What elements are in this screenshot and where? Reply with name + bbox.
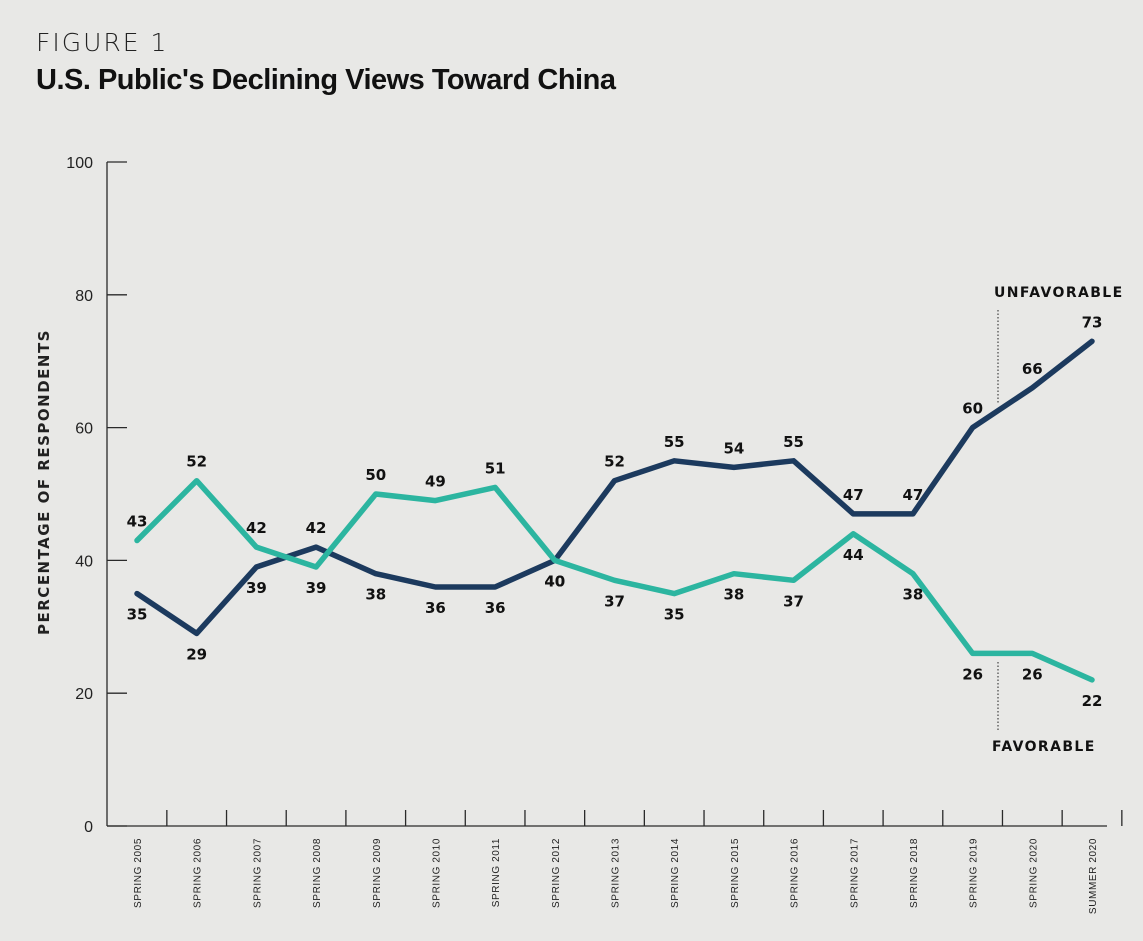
x-tick-label: SPRING 2013: [611, 838, 622, 908]
x-tick-label: SUMMER 2020: [1088, 838, 1099, 914]
chart-title: U.S. Public's Declining Views Toward Chi…: [36, 64, 616, 96]
favorable-data-label: 40: [544, 572, 565, 590]
figure-label: FIGURE 1: [36, 28, 169, 57]
x-tick-label: SPRING 2014: [670, 838, 681, 908]
x-tick-label: SPRING 2015: [730, 838, 741, 908]
y-tick-label: 40: [75, 553, 93, 570]
unfavorable-data-label: 47: [843, 486, 864, 504]
favorable-data-label: 26: [962, 665, 983, 683]
favorable-data-label: 26: [1022, 665, 1043, 683]
x-tick-label: SPRING 2009: [372, 838, 383, 908]
y-tick-label: 80: [75, 288, 93, 305]
unfavorable-data-label: 39: [246, 579, 267, 597]
y-tick-label: 20: [75, 686, 93, 703]
axes: 0 20 40 60 80 100 PERCENTAGE OF RESPONDENTS SPR…: [35, 155, 1123, 914]
y-tick-label: 60: [75, 421, 93, 438]
unfavorable-data-label: 38: [365, 586, 386, 604]
unfavorable-series-label: UNFAVORABLE: [994, 285, 1124, 301]
x-tick-label: SPRING 2010: [431, 838, 442, 908]
unfavorable-data-label: 42: [306, 519, 327, 537]
x-tick-label: SPRING 2019: [969, 838, 980, 908]
unfavorable-data-label: 35: [127, 606, 148, 624]
favorable-data-label: 51: [485, 459, 506, 477]
unfavorable-data-label: 52: [604, 453, 625, 471]
favorable-data-label: 43: [127, 512, 148, 530]
favorable-data-label: 44: [843, 546, 864, 564]
unfavorable-data-label: 47: [903, 486, 924, 504]
unfavorable-data-label: 55: [664, 433, 685, 451]
favorable-data-label: 50: [365, 466, 386, 484]
unfavorable-line: [134, 338, 1095, 637]
x-tick-label: SPRING 2012: [551, 838, 562, 908]
unfavorable-data-label: 73: [1082, 313, 1103, 331]
y-tick-label: 0: [84, 819, 93, 836]
favorable-data-label: 42: [246, 519, 267, 537]
x-tick-label: SPRING 2020: [1028, 838, 1039, 908]
series-lines: [134, 338, 1095, 683]
data-labels: 35 29 39 42 38 36 36 40 52 55 54 55 47 47 60 66 73 43 52 42…: [127, 285, 1124, 755]
unfavorable-data-label: 40: [544, 572, 565, 590]
favorable-data-label: 37: [604, 592, 625, 610]
favorable-line: [134, 477, 1095, 683]
x-tick-label: SPRING 2011: [491, 838, 502, 907]
favorable-data-label: 22: [1082, 692, 1103, 710]
x-tick-label: SPRING 2006: [193, 838, 204, 908]
unfavorable-data-label: 54: [723, 439, 744, 457]
unfavorable-data-label: 29: [186, 645, 207, 663]
favorable-series-label: FAVORABLE: [992, 739, 1096, 755]
unfavorable-data-label: 36: [425, 599, 446, 617]
favorable-data-label: 35: [664, 606, 685, 624]
favorable-data-label: 49: [425, 473, 446, 491]
favorable-data-label: 38: [903, 586, 924, 604]
x-tick-label: SPRING 2008: [312, 838, 323, 908]
unfavorable-data-label: 60: [962, 400, 983, 418]
y-axis-label: PERCENTAGE OF RESPONDENTS: [35, 329, 53, 635]
x-tick-label: SPRING 2018: [909, 838, 920, 908]
unfavorable-data-label: 36: [485, 599, 506, 617]
x-tick-label: SPRING 2005: [133, 838, 144, 908]
unfavorable-data-label: 55: [783, 433, 804, 451]
x-tick-label: SPRING 2016: [790, 838, 801, 908]
favorable-data-label: 38: [723, 586, 744, 604]
x-tick-label: SPRING 2017: [849, 838, 860, 908]
unfavorable-data-label: 66: [1022, 360, 1043, 378]
favorable-data-label: 37: [783, 592, 804, 610]
favorable-data-label: 39: [306, 579, 327, 597]
favorable-data-label: 52: [186, 453, 207, 471]
x-tick-label: SPRING 2007: [252, 838, 263, 908]
y-tick-label: 100: [66, 155, 93, 172]
